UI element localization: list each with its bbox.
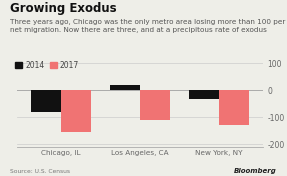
Bar bbox=[140, 90, 170, 120]
Text: Bloomberg: Bloomberg bbox=[234, 168, 277, 174]
Bar bbox=[219, 90, 249, 125]
Bar bbox=[189, 90, 219, 99]
Bar bbox=[61, 90, 91, 132]
Bar bbox=[110, 85, 140, 90]
Text: Source: U.S. Census: Source: U.S. Census bbox=[10, 169, 70, 174]
Bar bbox=[31, 90, 61, 112]
Legend: 2014, 2017: 2014, 2017 bbox=[12, 58, 82, 73]
Text: Three years ago, Chicago was the only metro area losing more than 100 per day in: Three years ago, Chicago was the only me… bbox=[10, 19, 287, 33]
Text: Growing Exodus: Growing Exodus bbox=[10, 2, 117, 15]
